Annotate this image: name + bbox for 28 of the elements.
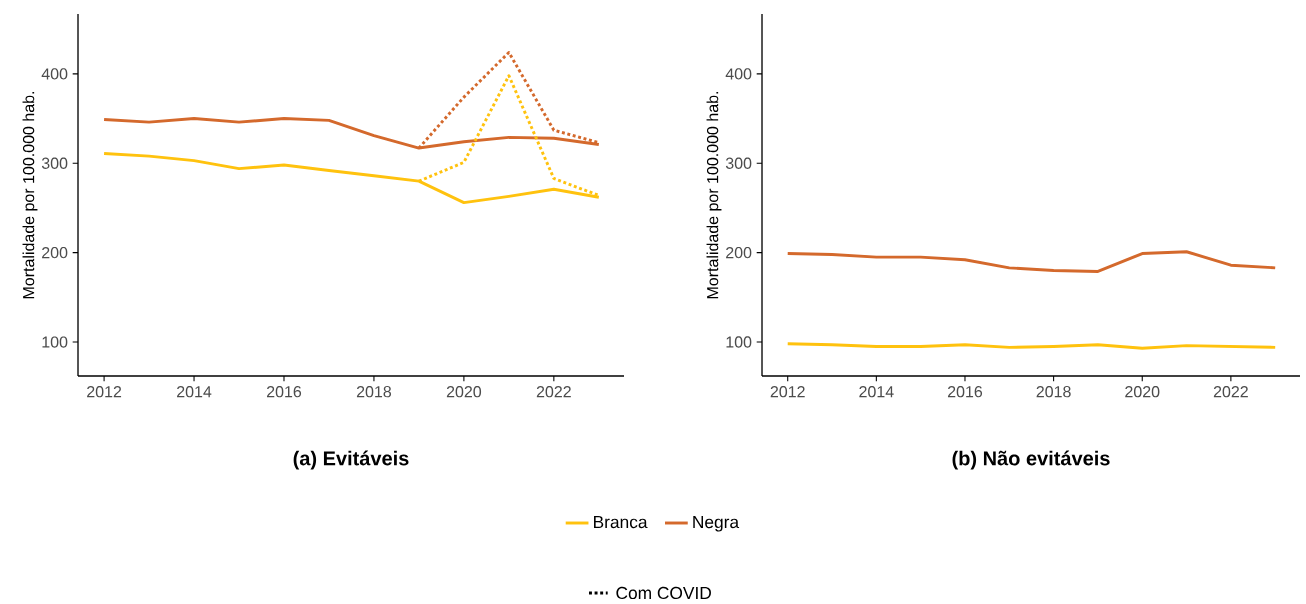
legend-label: Branca (594, 516, 648, 529)
y-axis-title: Mortalidade por 100.000 hab. (22, 91, 38, 299)
text: (a) Evitáveis (293, 450, 409, 470)
legend-label: Negra (693, 516, 740, 532)
line-series (786, 250, 1277, 273)
x-tick-label: 2020 (1125, 386, 1160, 398)
x-tick-label: 2012 (87, 386, 122, 398)
y-tick-label: 100 (726, 336, 752, 348)
y-tick-label: 400 (41, 68, 68, 80)
x-tick-label: 2018 (1036, 386, 1071, 398)
y-tick-label: 300 (41, 157, 68, 169)
x-tick-label: 2022 (1213, 386, 1248, 398)
y-tick-label: 200 (726, 246, 752, 259)
x-tick-label: 2022 (536, 386, 571, 398)
x-tick-label: 2018 (356, 386, 392, 398)
x-tick-label: 2014 (859, 386, 894, 398)
text: (b) Não evitáveis (952, 450, 1110, 470)
text: Com COVID (616, 586, 711, 600)
x-tick-label: 2016 (947, 386, 983, 398)
x-tick-label: 2016 (266, 386, 302, 398)
y-tick-label: 100 (42, 336, 68, 348)
x-tick-label: 2020 (446, 386, 482, 398)
y-axis-title: Mortalidade por 100.000 hab. (706, 91, 722, 299)
y-tick-label: 300 (725, 157, 752, 169)
x-tick-label: 2012 (770, 386, 805, 398)
x-tick-label: 2014 (177, 386, 212, 398)
y-tick-label: 400 (725, 68, 752, 80)
y-tick-label: 200 (42, 247, 68, 259)
